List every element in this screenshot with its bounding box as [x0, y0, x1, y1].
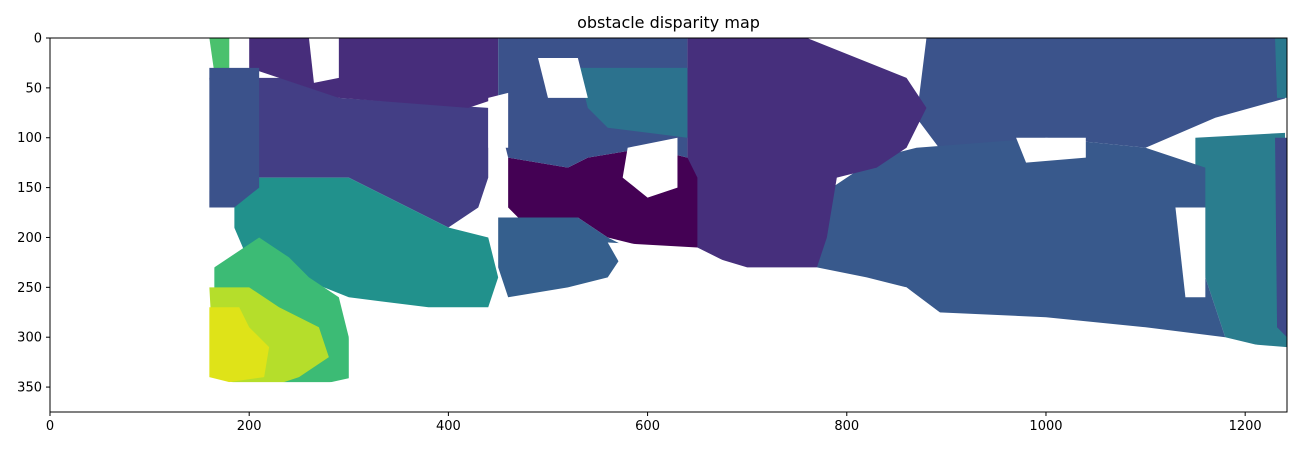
disparity-region-right-top-teal — [1275, 38, 1287, 98]
y-tick-label: 350 — [17, 381, 42, 396]
axes-frame — [49, 37, 1288, 413]
x-tick-label: 0 — [46, 419, 54, 434]
disparity-region-left-yellow — [209, 307, 270, 383]
disparity-hole-center-top — [622, 137, 678, 198]
y-tick-label: 0 — [34, 32, 42, 47]
x-tick-label: 200 — [237, 419, 262, 434]
y-tick-label: 50 — [25, 81, 42, 96]
x-axis: 0 200 400 600 800 1000 1200 — [46, 412, 1262, 434]
y-tick-label: 250 — [17, 281, 42, 296]
disparity-hole-right-mid — [1175, 207, 1206, 298]
y-tick-label: 200 — [17, 231, 42, 246]
disparity-image — [50, 38, 1288, 412]
x-tick-label: 600 — [635, 419, 660, 434]
chart-title: obstacle disparity map — [577, 13, 760, 32]
disparity-hole-bottom-left — [209, 382, 349, 412]
x-tick-label: 800 — [834, 419, 859, 434]
disparity-hole-bottom-right — [348, 277, 1288, 412]
disparity-hole-left-column — [199, 207, 235, 288]
disparity-region-right-edge-dark — [1275, 137, 1287, 338]
y-tick-label: 150 — [17, 181, 42, 196]
x-tick-label: 1000 — [1029, 419, 1062, 434]
disparity-region-far-right-teal — [1195, 132, 1287, 353]
disparity-region-center-lower-blue — [498, 217, 628, 298]
disparity-region-left-strip-blue — [209, 67, 260, 208]
disparity-region-top-teal-patch — [577, 67, 688, 138]
disparity-region-upper-right-blue — [916, 38, 1287, 158]
x-tick-label: 1200 — [1229, 419, 1262, 434]
disparity-hole-top-mid — [538, 57, 588, 98]
disparity-region-center-top-purple — [687, 38, 927, 268]
disparity-hole-upper-right — [1016, 137, 1086, 163]
x-tick-label: 400 — [436, 419, 461, 434]
disparity-region-right-mid-blue — [816, 137, 1226, 338]
y-tick-label: 100 — [17, 131, 42, 146]
disparity-hole-top-left — [308, 38, 339, 83]
y-tick-label: 300 — [17, 331, 42, 346]
y-axis: 0 50 100 150 200 250 300 350 — [17, 32, 50, 396]
disparity-region-top-left-green-strip — [209, 38, 230, 73]
disparity-hole-top-mid2 — [488, 92, 509, 148]
disparity-region-left-upper-purple — [209, 77, 489, 228]
disparity-hole-center-mid — [607, 242, 738, 278]
